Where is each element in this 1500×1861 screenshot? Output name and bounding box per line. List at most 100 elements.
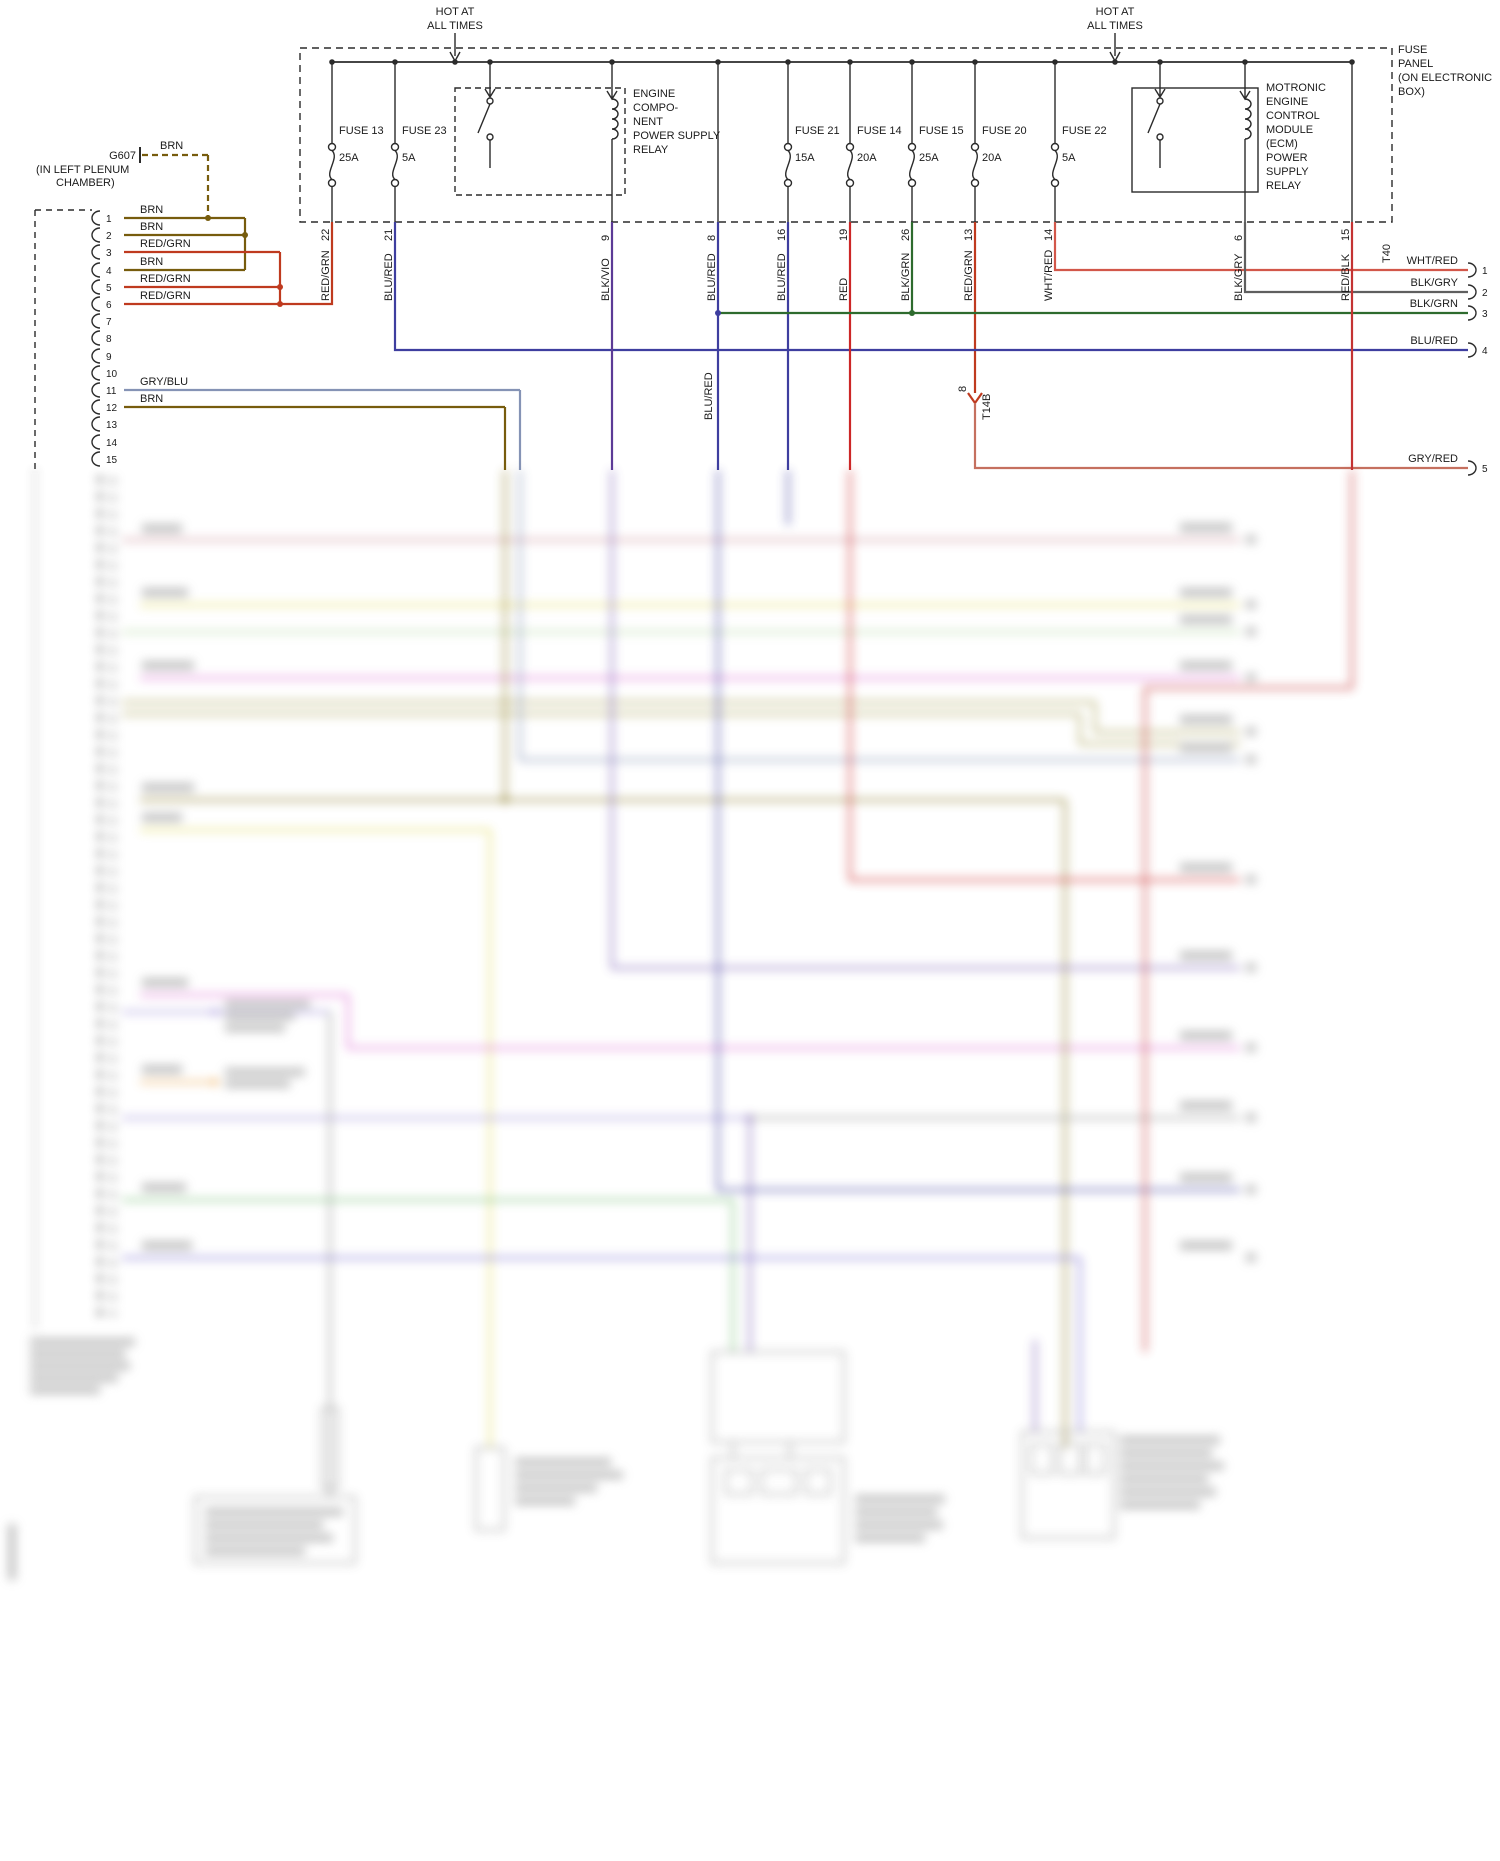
fuse-symbol-14 xyxy=(845,62,855,222)
right-connector-labels: WHT/RED 1 BLK/GRY 2 BLK/GRN 3 BLU/RED 4 … xyxy=(1407,255,1488,475)
drop-15-color: RED/BLK xyxy=(1340,253,1352,301)
wire-wht-red-group xyxy=(1053,222,1468,272)
labels: HOT AT ALL TIMES HOT AT ALL TIMES FUSE P… xyxy=(36,6,1492,475)
relay1-label-5: RELAY xyxy=(633,144,669,156)
relay1-label-4: POWER SUPPLY xyxy=(633,130,721,142)
left-connector-wire-labels: BRN BRN RED/GRN BRN RED/GRN RED/GRN GRY/… xyxy=(140,204,191,405)
fuse-panel-label-3: (ON ELECTRONIC xyxy=(1398,72,1492,84)
svg-text:2: 2 xyxy=(106,231,112,242)
drop-14-num: 14 xyxy=(1043,229,1055,241)
drop-9-color: BLK/VIO xyxy=(600,258,612,301)
svg-text:6: 6 xyxy=(106,300,112,311)
fuse-20-amps: 20A xyxy=(982,152,1002,164)
engine-component-relay-symbol xyxy=(477,62,619,222)
motronic-relay-box xyxy=(1131,87,1259,193)
drop-19-color: RED xyxy=(838,278,850,301)
wire-blk-gry-group xyxy=(1243,222,1468,294)
svg-text:RED/GRN: RED/GRN xyxy=(140,290,191,302)
junction-dots xyxy=(205,59,1355,316)
wires xyxy=(124,153,1468,470)
svg-text:GRY/RED: GRY/RED xyxy=(1408,453,1458,465)
fuse-symbol-13 xyxy=(327,62,337,222)
drop-16-num: 16 xyxy=(776,229,788,241)
fuse-14-amps: 20A xyxy=(857,152,877,164)
drop-22-num: 22 xyxy=(320,229,332,241)
fuse-13-name: FUSE 13 xyxy=(339,125,384,137)
t14b-pin-label: 8 xyxy=(957,386,969,392)
fuse-13-amps: 25A xyxy=(339,152,359,164)
svg-text:7: 7 xyxy=(106,317,112,328)
wire-gry-blu-group xyxy=(124,388,522,470)
t40-connector-label: T40 xyxy=(1381,244,1393,263)
blurred-lower-section xyxy=(8,470,1354,1580)
svg-text:BRN: BRN xyxy=(140,204,163,216)
wire-blk-grn-group xyxy=(718,222,1468,315)
hot-at-right-line2: ALL TIMES xyxy=(1087,20,1143,32)
fuse-symbol-23 xyxy=(390,62,400,222)
svg-text:BLU/RED: BLU/RED xyxy=(1410,335,1458,347)
drop-6-num: 6 xyxy=(1233,235,1245,241)
wire-blu-red-21 xyxy=(393,222,1468,352)
fuse-panel-label-2: PANEL xyxy=(1398,58,1433,70)
t14b-connector-label: T14B xyxy=(981,394,993,420)
svg-text:10: 10 xyxy=(106,369,118,380)
drop-19-num: 19 xyxy=(838,229,850,241)
fuse-symbol-21 xyxy=(783,62,793,222)
fuse-23-name: FUSE 23 xyxy=(402,125,447,137)
drop-14-color: WHT/RED xyxy=(1043,250,1055,301)
relay2-label-7: SUPPLY xyxy=(1266,166,1309,178)
svg-text:5: 5 xyxy=(1482,464,1488,475)
panel-structure xyxy=(34,33,1477,476)
svg-text:8: 8 xyxy=(106,334,112,345)
drop-8-num: 8 xyxy=(706,235,718,241)
drop-9-num: 9 xyxy=(600,235,612,241)
relay2-label-1: MOTRONIC xyxy=(1266,82,1326,94)
svg-text:RED/GRN: RED/GRN xyxy=(140,238,191,250)
fuse-21-amps: 15A xyxy=(795,152,815,164)
svg-text:BRN: BRN xyxy=(140,256,163,268)
fuse-panel-section: HOT AT ALL TIMES HOT AT ALL TIMES FUSE P… xyxy=(34,6,1492,476)
relay1-label-3: NENT xyxy=(633,116,663,128)
svg-text:WHT/RED: WHT/RED xyxy=(1407,255,1458,267)
svg-text:BRN: BRN xyxy=(140,393,163,405)
fuse-symbol-22 xyxy=(1050,62,1060,222)
drop-6-color: BLK/GRY xyxy=(1233,253,1245,301)
relay1-label-1: ENGINE xyxy=(633,88,675,100)
fuse-14-name: FUSE 14 xyxy=(857,125,902,137)
svg-text:14: 14 xyxy=(106,438,118,449)
svg-text:4: 4 xyxy=(106,266,112,277)
svg-text:4: 4 xyxy=(1482,346,1488,357)
fuse-22-name: FUSE 22 xyxy=(1062,125,1107,137)
drop-13-num: 13 xyxy=(963,229,975,241)
svg-text:13: 13 xyxy=(106,420,118,431)
fuse-21-name: FUSE 21 xyxy=(795,125,840,137)
drop-16-color: BLU/RED xyxy=(776,253,788,301)
svg-text:BLK/GRN: BLK/GRN xyxy=(1410,298,1458,310)
g607-location-1: (IN LEFT PLENUM xyxy=(36,164,129,176)
wire-brn-group xyxy=(124,153,507,470)
svg-text:BLK/GRY: BLK/GRY xyxy=(1411,277,1459,289)
drop-15-num: 15 xyxy=(1340,229,1352,241)
fuse-symbol-20 xyxy=(970,62,980,222)
engine-component-relay-box xyxy=(454,87,626,196)
fuse-23-amps: 5A xyxy=(402,152,416,164)
blurred-component-boxes xyxy=(194,1351,1115,1564)
svg-text:15: 15 xyxy=(106,455,118,466)
fuse-symbol-15 xyxy=(907,62,917,222)
svg-text:1: 1 xyxy=(106,214,112,225)
relay2-label-2: ENGINE xyxy=(1266,96,1308,108)
relay2-label-6: POWER xyxy=(1266,152,1308,164)
drop-13-color: RED/GRN xyxy=(963,250,975,301)
svg-text:3: 3 xyxy=(106,248,112,259)
relay2-label-3: CONTROL xyxy=(1266,110,1320,122)
wire-gry-red-group xyxy=(973,403,1468,470)
svg-text:5: 5 xyxy=(106,283,112,294)
svg-text:GRY/BLU: GRY/BLU xyxy=(140,376,188,388)
svg-text:RED/GRN: RED/GRN xyxy=(140,273,191,285)
fuse-15-amps: 25A xyxy=(919,152,939,164)
svg-text:1: 1 xyxy=(1482,266,1488,277)
right-connector-brackets xyxy=(1467,262,1477,476)
drop-22-color: RED/GRN xyxy=(320,250,332,301)
